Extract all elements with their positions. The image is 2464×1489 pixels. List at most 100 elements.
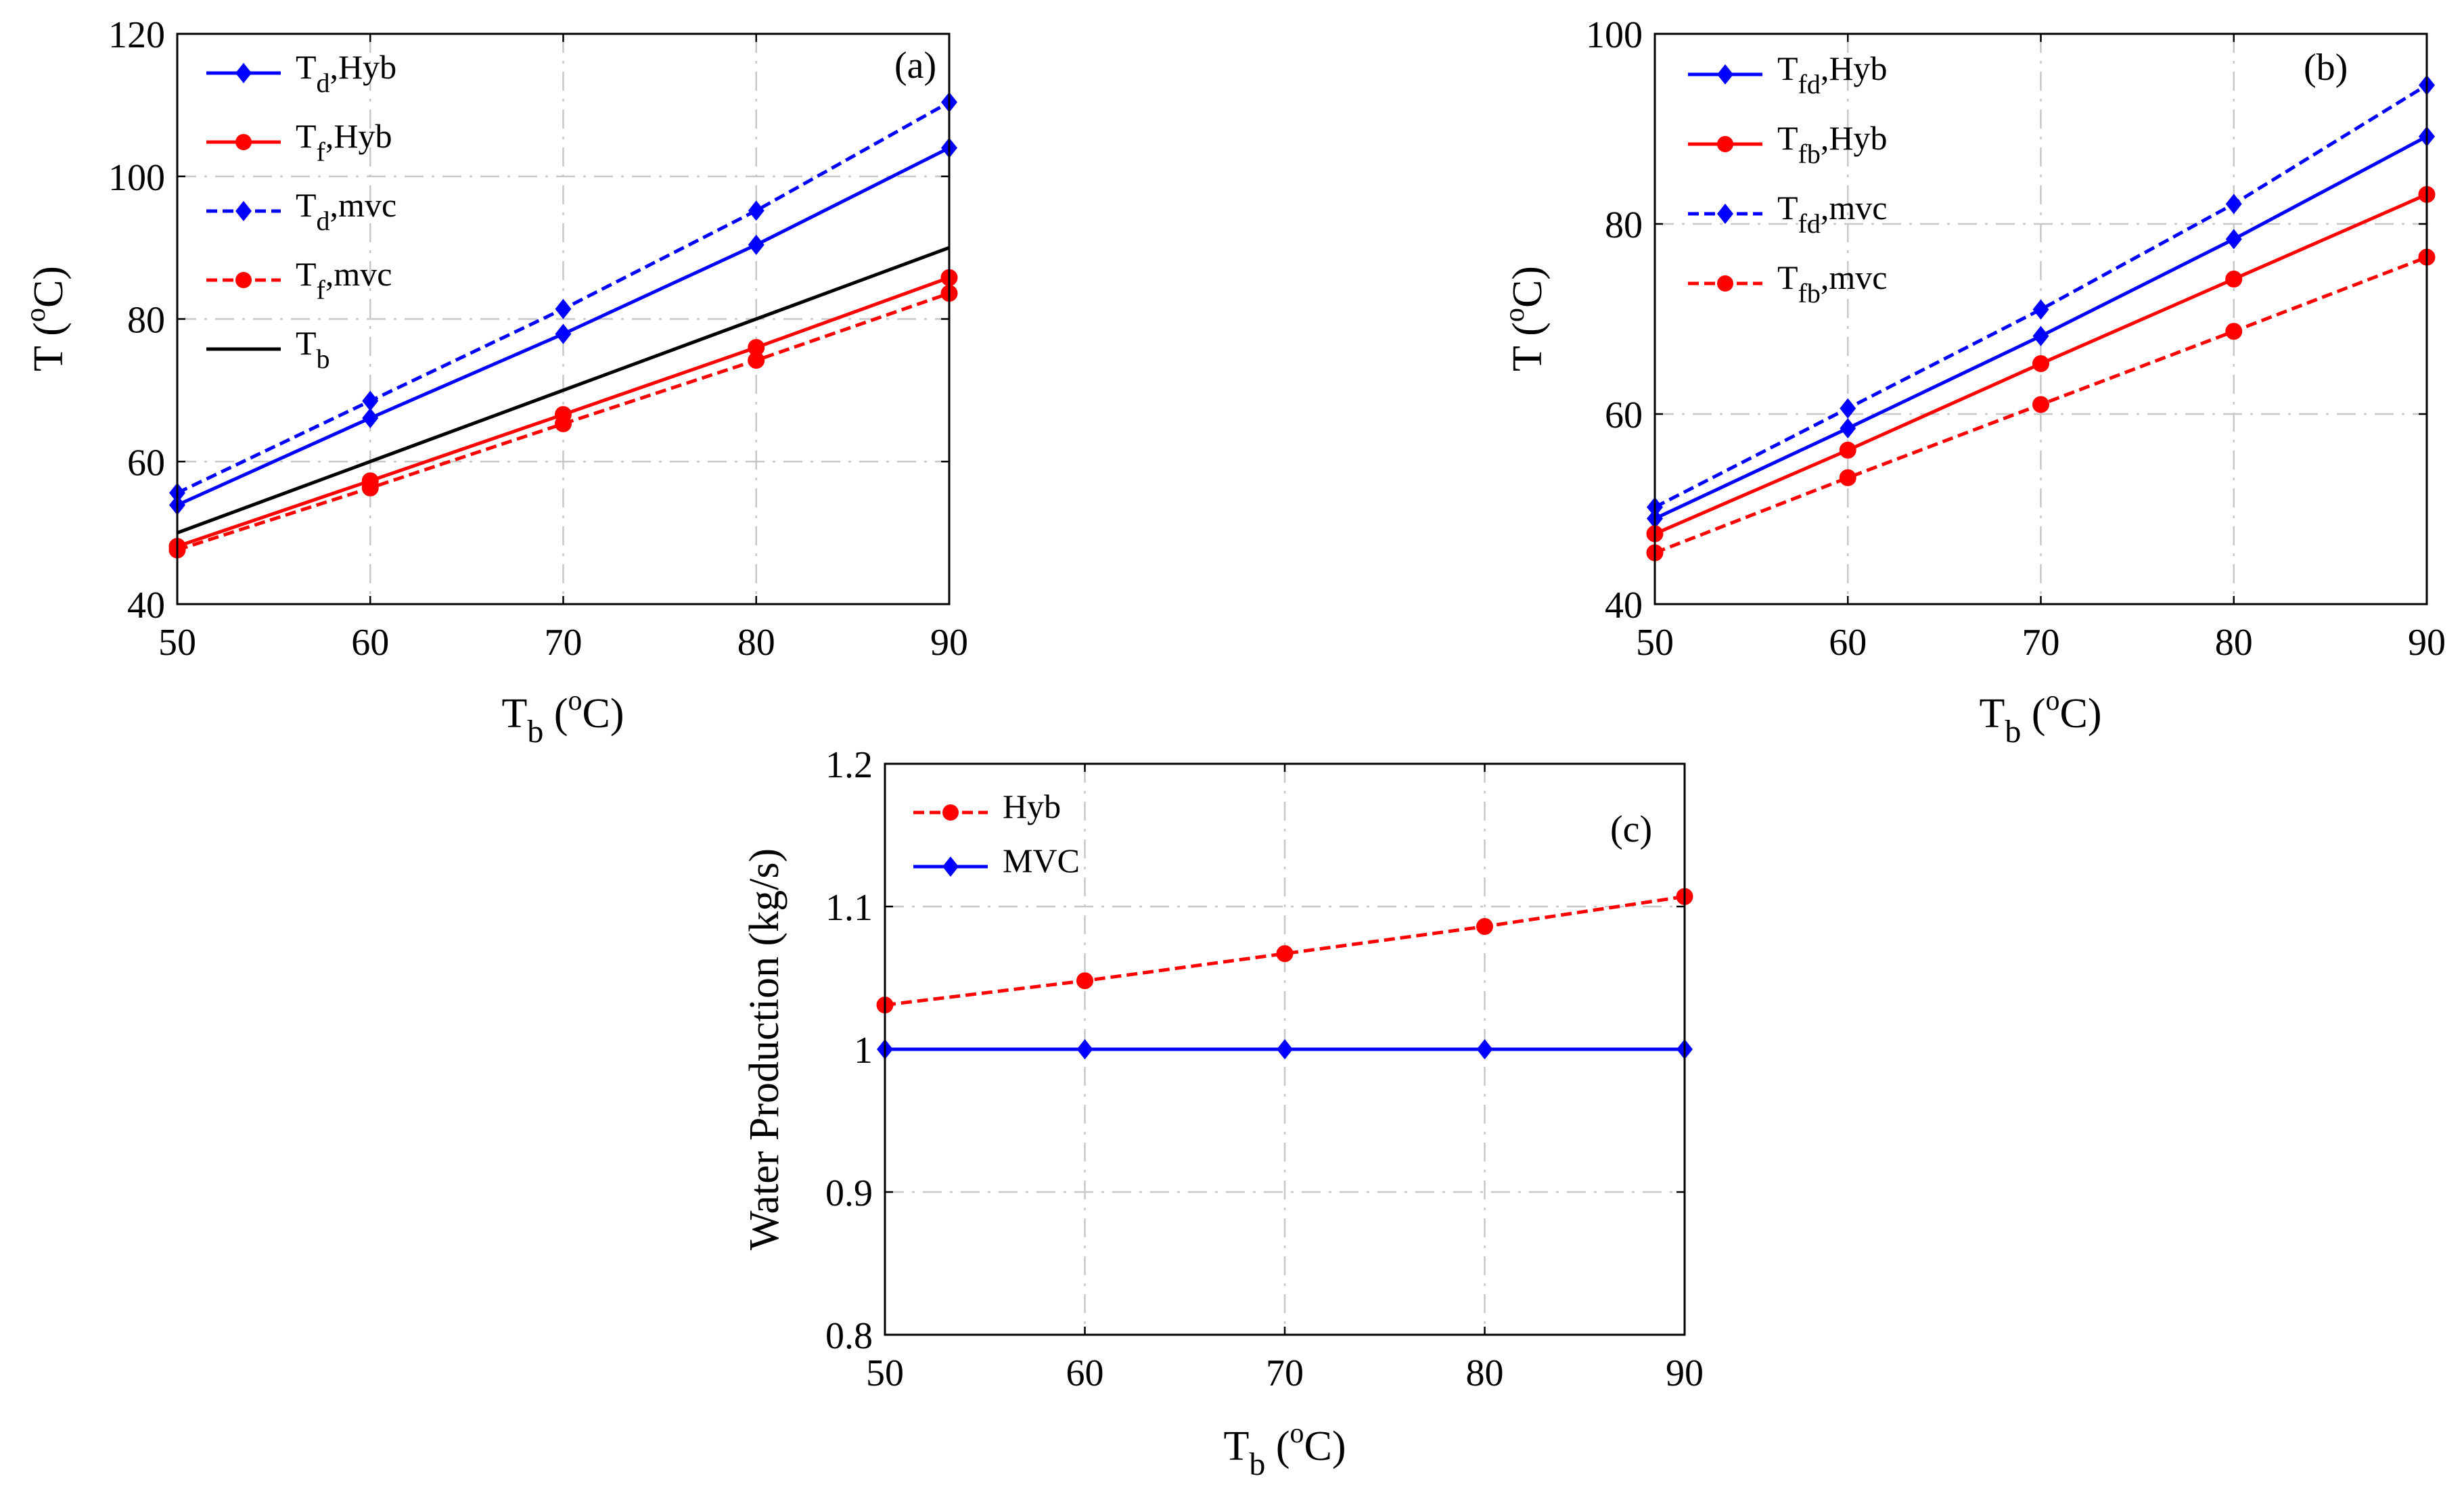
y-tick-label: 100 (108, 157, 165, 199)
legend-label: MVC (1003, 842, 1080, 879)
x-tick-label: 50 (866, 1352, 904, 1394)
plot-area (1653, 32, 2428, 605)
series-T_fd,Hyb (1647, 126, 2435, 529)
chart-panel-3: 50 60 70 80 90 0.8 0.9 1 1.1 1.2 Hyb MVC (c) Tb (oC) W… (742, 744, 1704, 1482)
y-tick-label: 40 (1605, 585, 1643, 626)
series-T_fb,mvc (1646, 248, 2436, 562)
legend-marker (235, 201, 252, 221)
data-point (555, 323, 572, 344)
data-point (1476, 1039, 1493, 1059)
x-tick-label: 50 (158, 622, 196, 664)
y-tick-label: 0.8 (825, 1315, 873, 1357)
legend-marker (235, 63, 252, 83)
y-tick-label: 80 (1605, 204, 1643, 246)
x-tick-label: 80 (737, 622, 775, 664)
series-line (177, 246, 950, 534)
y-tick-label: 40 (127, 585, 165, 626)
x-tick-label: 60 (351, 622, 389, 664)
y-tick-label: 60 (127, 442, 165, 484)
legend-label: Td,mvc (296, 186, 396, 236)
data-point (1276, 945, 1294, 963)
y-axis-label: Water Production (kg/s) (742, 848, 788, 1250)
data-point (1839, 469, 1856, 486)
data-point (2032, 396, 2049, 413)
data-point (2225, 193, 2242, 214)
data-point (1076, 972, 1093, 990)
x-tick-label: 80 (1466, 1352, 1504, 1394)
data-point (2032, 355, 2049, 373)
data-point (2225, 270, 2243, 288)
x-tick-label: 50 (1636, 622, 1674, 664)
data-point (362, 390, 379, 411)
series-T_b (177, 246, 950, 534)
legend-label: Hyb (1003, 787, 1061, 825)
legend-marker (942, 856, 959, 877)
legend-marker (235, 134, 252, 150)
panel-label: (c) (1610, 808, 1652, 850)
series-T_fb,Hyb (1646, 185, 2436, 543)
data-point (2032, 325, 2049, 346)
y-tick-label: 1 (854, 1030, 873, 1072)
data-point (361, 479, 379, 497)
legend-label: Tfb,Hyb (1777, 119, 1887, 169)
x-tick-label: 90 (930, 622, 968, 664)
x-axis-label: Tb (oC) (501, 685, 624, 750)
data-point (1476, 918, 1493, 936)
y-tick-label: 0.9 (825, 1172, 873, 1214)
data-point (2225, 229, 2242, 250)
series-T_d,mvc (169, 92, 957, 503)
y-tick-label: 1.1 (825, 887, 873, 929)
series-T_f,mvc (168, 285, 958, 559)
x-tick-label: 70 (545, 622, 583, 664)
data-point (1840, 398, 1856, 419)
legend-label: Tb (296, 324, 330, 374)
plot-area (884, 762, 1686, 1336)
x-tick-label: 70 (1266, 1352, 1304, 1394)
data-point (555, 415, 572, 432)
panel-label: (a) (894, 45, 936, 87)
legend-marker (235, 272, 252, 288)
legend-label: Td,Hyb (296, 48, 396, 98)
legend-label: Tfb,mvc (1777, 258, 1887, 308)
legend: Hyb MVC (913, 787, 1080, 879)
y-tick-label: 1.2 (825, 744, 873, 786)
data-point (1839, 441, 1856, 459)
legend: Tfd,Hyb Tfb,Hyb Tfd,mvc Tfb,mvc (1688, 49, 1887, 308)
chart-panel-2: 50 60 70 80 90 40 60 80 100 Tfd,Hyb Tfb,Hyb Tfd,mvc… (1499, 14, 2446, 750)
y-tick-label: 80 (127, 300, 165, 342)
y-tick-label: 100 (1586, 14, 1643, 56)
data-point (555, 298, 572, 319)
data-point (2225, 323, 2243, 340)
legend-label: Tf,Hyb (296, 117, 392, 167)
legend-label: Tf,mvc (296, 255, 392, 305)
data-point (1840, 418, 1856, 439)
data-point (748, 234, 765, 255)
x-axis-label: Tb (oC) (1223, 1418, 1346, 1482)
x-tick-label: 60 (1066, 1352, 1104, 1394)
data-point (362, 407, 379, 428)
legend-marker (1717, 136, 1733, 152)
y-tick-label: 120 (108, 14, 165, 56)
series-MVC (877, 1039, 1693, 1059)
x-tick-label: 90 (1666, 1352, 1704, 1394)
legend-marker (1717, 64, 1733, 85)
data-point (748, 352, 765, 369)
legend: Td,Hyb Tf,Hyb Td,mvc Tf,mvc Tb (206, 48, 396, 374)
data-point (1076, 1039, 1093, 1059)
y-tick-label: 60 (1605, 394, 1643, 436)
panel-label: (b) (2304, 47, 2348, 89)
legend-marker (1717, 204, 1733, 224)
data-point (1277, 1039, 1293, 1059)
legend-label: Tfd,mvc (1777, 189, 1887, 239)
x-tick-label: 80 (2215, 622, 2253, 664)
x-axis-label: Tb (oC) (1979, 685, 2101, 750)
chart-panel-1: 50 60 70 80 90 40 60 80 100 120 Td,Hyb Tf,Hyb Td,mvc… (20, 14, 968, 750)
legend-marker (1717, 275, 1733, 292)
data-point (2032, 299, 2049, 320)
legend-label: Tfd,Hyb (1777, 49, 1887, 99)
x-tick-label: 90 (2408, 622, 2446, 664)
y-axis-label: T (oC) (1499, 266, 1551, 371)
y-axis-label: T (oC) (20, 266, 72, 371)
plot-area (176, 32, 951, 605)
